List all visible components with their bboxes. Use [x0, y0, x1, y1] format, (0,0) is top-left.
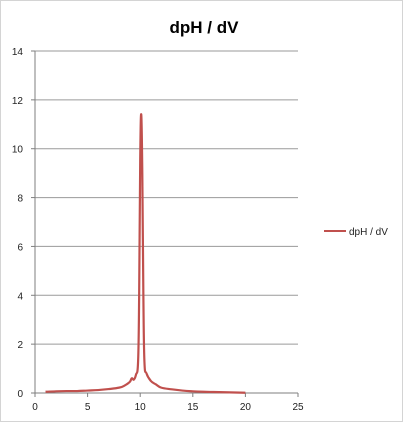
- tick-labels: 0 2 4 6 8 10 12 14 0 5 10 15 20 25: [12, 47, 304, 413]
- x-tick-label: 25: [292, 402, 304, 413]
- series-line-dph-dv: [46, 114, 246, 393]
- x-tick-label: 0: [32, 402, 38, 413]
- y-tick-label: 14: [12, 47, 24, 58]
- axes: [31, 51, 298, 397]
- grid-lines: [35, 51, 298, 344]
- y-tick-label: 2: [17, 340, 23, 351]
- x-tick-label: 10: [135, 402, 147, 413]
- legend-entry-label: dpH / dV: [349, 227, 388, 238]
- y-tick-label: 0: [17, 389, 23, 400]
- chart-title: dpH / dV: [170, 18, 240, 37]
- y-tick-label: 8: [17, 194, 23, 205]
- y-tick-label: 6: [17, 242, 23, 253]
- series-lines: [46, 114, 246, 393]
- y-tick-label: 12: [12, 96, 24, 107]
- x-tick-label: 15: [187, 402, 199, 413]
- legend: dpH / dV: [324, 227, 388, 238]
- x-tick-label: 20: [240, 402, 252, 413]
- x-tick-label: 5: [85, 402, 91, 413]
- y-tick-label: 4: [17, 291, 23, 302]
- y-tick-label: 10: [12, 145, 24, 156]
